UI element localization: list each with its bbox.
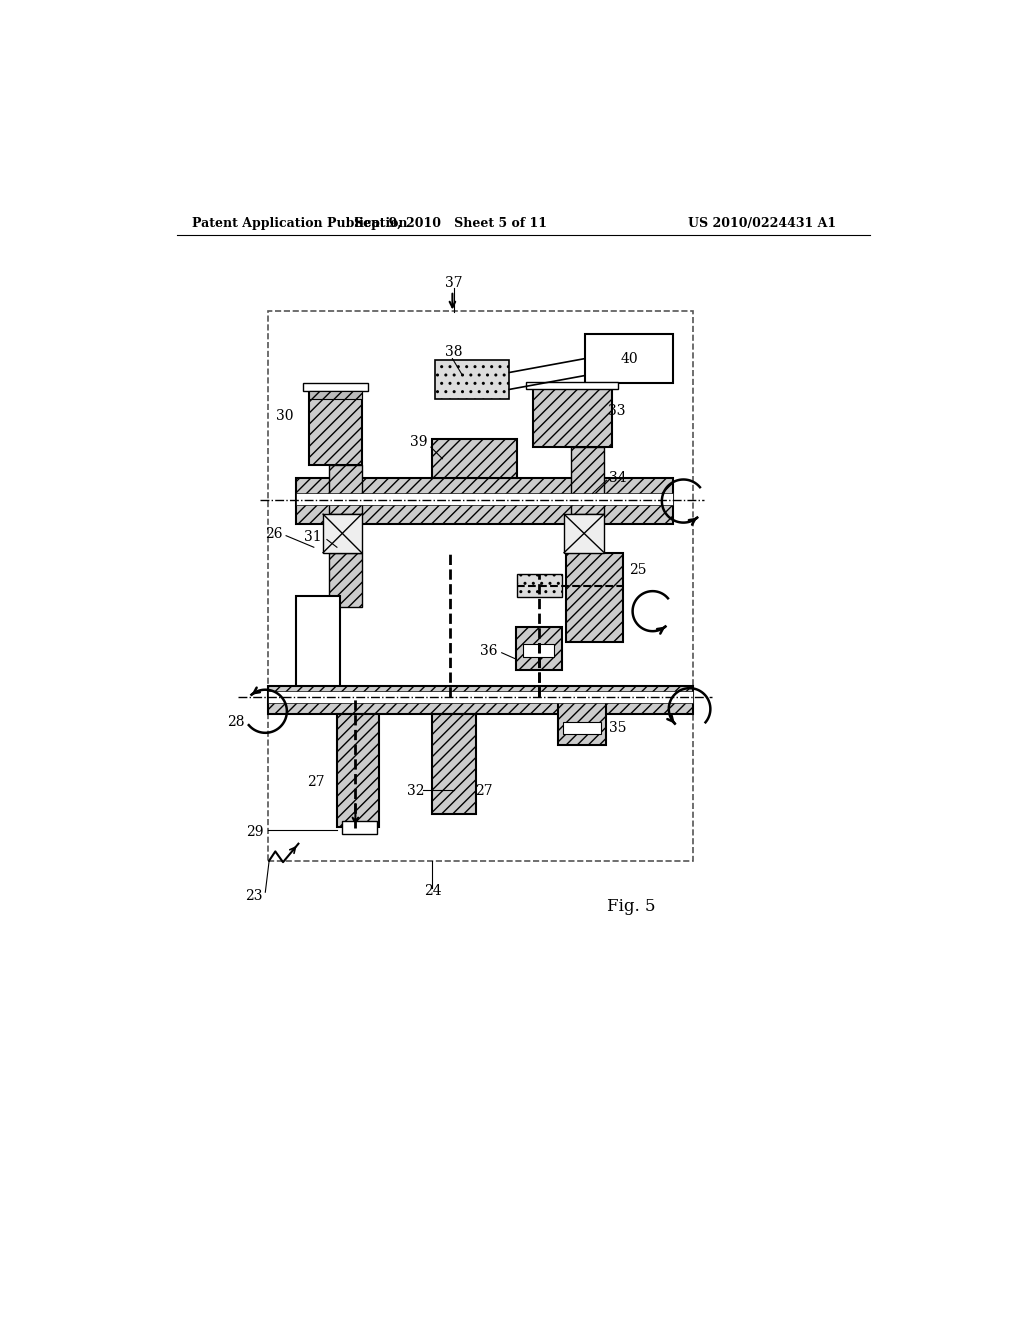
Bar	[303, 383, 368, 391]
Bar	[523, 644, 554, 657]
Bar	[267, 312, 692, 861]
Bar	[296, 494, 674, 506]
Bar	[565, 553, 624, 642]
Bar	[563, 722, 601, 734]
Text: 27: 27	[307, 775, 325, 789]
Text: 32: 32	[407, 784, 424, 799]
Bar	[585, 334, 674, 383]
Text: 27: 27	[475, 784, 494, 799]
Bar	[435, 360, 509, 400]
Bar	[432, 714, 475, 814]
Bar	[267, 686, 692, 714]
Text: 25: 25	[630, 564, 647, 577]
Bar	[532, 388, 611, 447]
Text: 28: 28	[227, 715, 245, 729]
Bar	[323, 515, 361, 553]
Text: 23: 23	[246, 890, 263, 903]
Bar	[515, 627, 562, 671]
Bar	[526, 381, 617, 389]
Bar	[309, 391, 361, 399]
Text: Fig. 5: Fig. 5	[607, 899, 655, 915]
Text: 38: 38	[444, 346, 462, 359]
Bar	[432, 440, 517, 478]
Text: 39: 39	[410, 434, 427, 449]
Text: Sep. 9, 2010   Sheet 5 of 11: Sep. 9, 2010 Sheet 5 of 11	[353, 218, 547, 231]
Text: 26: 26	[265, 527, 283, 541]
Text: 31: 31	[304, 531, 322, 544]
Bar	[330, 465, 361, 515]
Bar	[296, 595, 340, 689]
Bar	[517, 574, 562, 598]
Text: 29: 29	[246, 825, 264, 840]
Bar	[342, 821, 377, 834]
Bar	[571, 447, 604, 515]
Bar	[337, 714, 379, 826]
Text: 35: 35	[609, 721, 627, 735]
Text: 37: 37	[445, 276, 463, 290]
Text: Patent Application Publication: Patent Application Publication	[193, 218, 408, 231]
Bar	[267, 692, 692, 702]
Text: 33: 33	[608, 404, 626, 418]
Text: 30: 30	[276, 409, 294, 424]
Text: 40: 40	[621, 351, 638, 366]
Text: 36: 36	[479, 644, 497, 659]
Text: 24: 24	[424, 884, 441, 899]
Bar	[330, 553, 361, 607]
Bar	[296, 478, 674, 524]
Text: 34: 34	[609, 471, 627, 484]
Bar	[309, 388, 361, 465]
Text: US 2010/0224431 A1: US 2010/0224431 A1	[688, 218, 836, 231]
Bar	[558, 697, 606, 744]
Bar	[564, 515, 604, 553]
